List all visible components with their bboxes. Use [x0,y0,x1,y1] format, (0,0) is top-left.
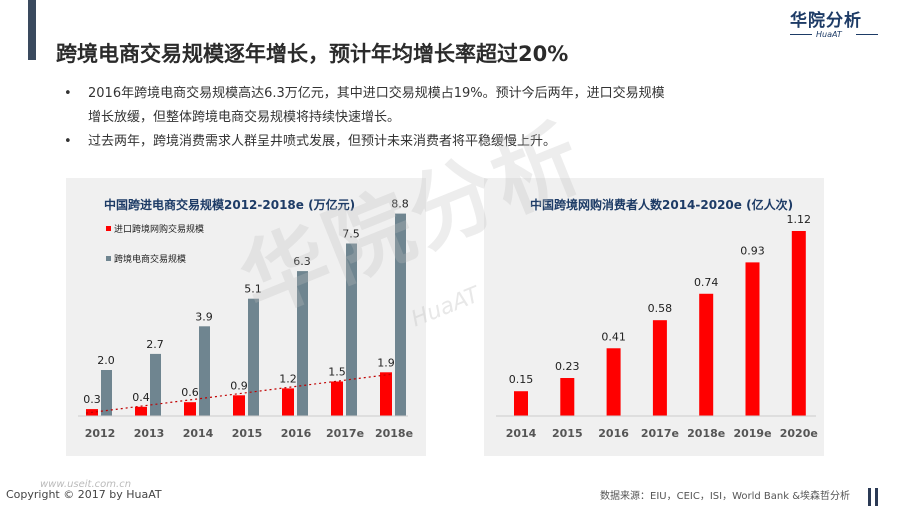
data-label-consumers: 1.12 [787,213,812,226]
trendline-import [85,373,393,414]
data-label-import: 0.3 [83,393,101,406]
data-label-import: 0.4 [132,391,150,404]
data-label-consumers: 0.23 [555,360,580,373]
data-label-import: 1.9 [377,356,395,369]
bar-import [184,402,196,416]
bullet-marker: • [64,86,72,101]
bar-total [395,213,406,416]
bar-import [135,406,147,416]
bullet-item: • 2016年跨境电商交易规模高达6.3万亿元，其中进口交易规模占19%。预计今… [64,82,784,106]
x-tick-label: 2015 [232,427,263,440]
bar-consumers [791,231,806,416]
bullet-item: • 过去两年，跨境消费需求人群呈井喷式发展，但预计未来消费者将平稳缓慢上升。 [64,130,784,154]
data-label-consumers: 0.41 [601,330,626,343]
logo-text: 华院分析 [790,11,862,31]
x-tick-label: 2019e [733,427,771,440]
bullet-text: 过去两年，跨境消费需求人群呈井喷式发展，但预计未来消费者将平稳缓慢上升。 [88,134,557,149]
bar-total [346,243,357,416]
bar-import [233,395,245,416]
x-tick-label: 2015 [552,427,583,440]
x-tick-label: 2016 [598,427,629,440]
data-label-total: 7.5 [342,228,360,241]
data-label-total: 5.1 [244,283,262,296]
bullet-marker: • [64,134,72,149]
bar-consumers [514,391,528,416]
left-chart-title: 中国跨进电商交易规模2012-2018e (万亿元) [104,198,356,212]
bullet-continuation: 增长放缓，但整体跨境电商交易规模将持续快速增长。 [64,106,784,130]
data-label-consumers: 0.15 [509,373,534,386]
data-label-import: 1.5 [328,366,346,379]
bar-import [380,372,392,416]
bar-consumers [652,320,667,416]
legend-swatch-import [106,226,111,231]
bar-consumers [699,293,714,416]
x-tick-label: 2014 [183,427,214,440]
bar-import [331,381,343,416]
bar-total [150,353,161,416]
bar-consumers [745,262,760,416]
x-tick-label: 2013 [134,427,165,440]
legend-label-total: 跨境电商交易规模 [114,253,186,265]
logo-rule-right [856,34,878,35]
page-title: 跨境电商交易规模逐年增长，预计年均增长率超过20% [56,42,569,66]
data-label-total: 8.8 [391,198,409,211]
bar-consumers [606,348,621,416]
title-accent-bar [28,0,36,60]
bar-total [199,326,210,416]
bar-total [248,298,259,416]
x-tick-label: 2020e [780,427,818,440]
data-label-import: 0.6 [181,386,199,399]
data-label-total: 3.9 [195,310,213,323]
site-url: www.useit.com.cn [40,479,132,490]
data-source: 数据来源：EIU，CEIC，ISI，World Bank &埃森哲分析 [600,491,850,502]
left-chart-panel [66,178,426,456]
data-label-import: 1.2 [279,372,297,385]
logo-rule-left [790,34,812,35]
bar-consumers [560,378,575,416]
footer-accent-bar [868,488,871,506]
x-tick-label: 2017e [326,427,364,440]
x-tick-label: 2018e [687,427,725,440]
bar-import [282,388,294,416]
legend-label-import: 进口跨境网购交易规模 [114,223,204,235]
data-label-consumers: 0.58 [648,302,673,315]
footer-accent-bar [875,488,878,506]
copyright: Copyright © 2017 by HuaAT [6,488,162,501]
legend-swatch-total [106,256,111,261]
data-label-import: 0.9 [230,379,248,392]
bar-total [101,370,112,416]
bar-total [297,271,308,416]
x-tick-label: 2017e [641,427,679,440]
data-label-consumers: 0.93 [740,244,765,257]
x-tick-label: 2016 [281,427,312,440]
data-label-consumers: 0.74 [694,276,719,289]
data-label-total: 2.0 [97,354,115,367]
data-label-total: 2.7 [146,338,164,351]
bullet-text: 增长放缓，但整体跨境电商交易规模将持续快速增长。 [88,110,401,125]
brand-logo: 华院分析 HuaAT [790,6,890,46]
bullet-text: 2016年跨境电商交易规模高达6.3万亿元，其中进口交易规模占19%。预计今后两… [88,86,665,101]
x-tick-label: 2012 [85,427,116,440]
bullet-list: • 2016年跨境电商交易规模高达6.3万亿元，其中进口交易规模占19%。预计今… [64,82,784,154]
x-tick-label: 2018e [375,427,413,440]
right-chart-title: 中国跨境网购消费者人数2014-2020e (亿人次) [530,198,794,212]
logo-subtext: HuaAT [816,30,842,39]
data-label-total: 6.3 [293,255,311,268]
x-tick-label: 2014 [506,427,537,440]
